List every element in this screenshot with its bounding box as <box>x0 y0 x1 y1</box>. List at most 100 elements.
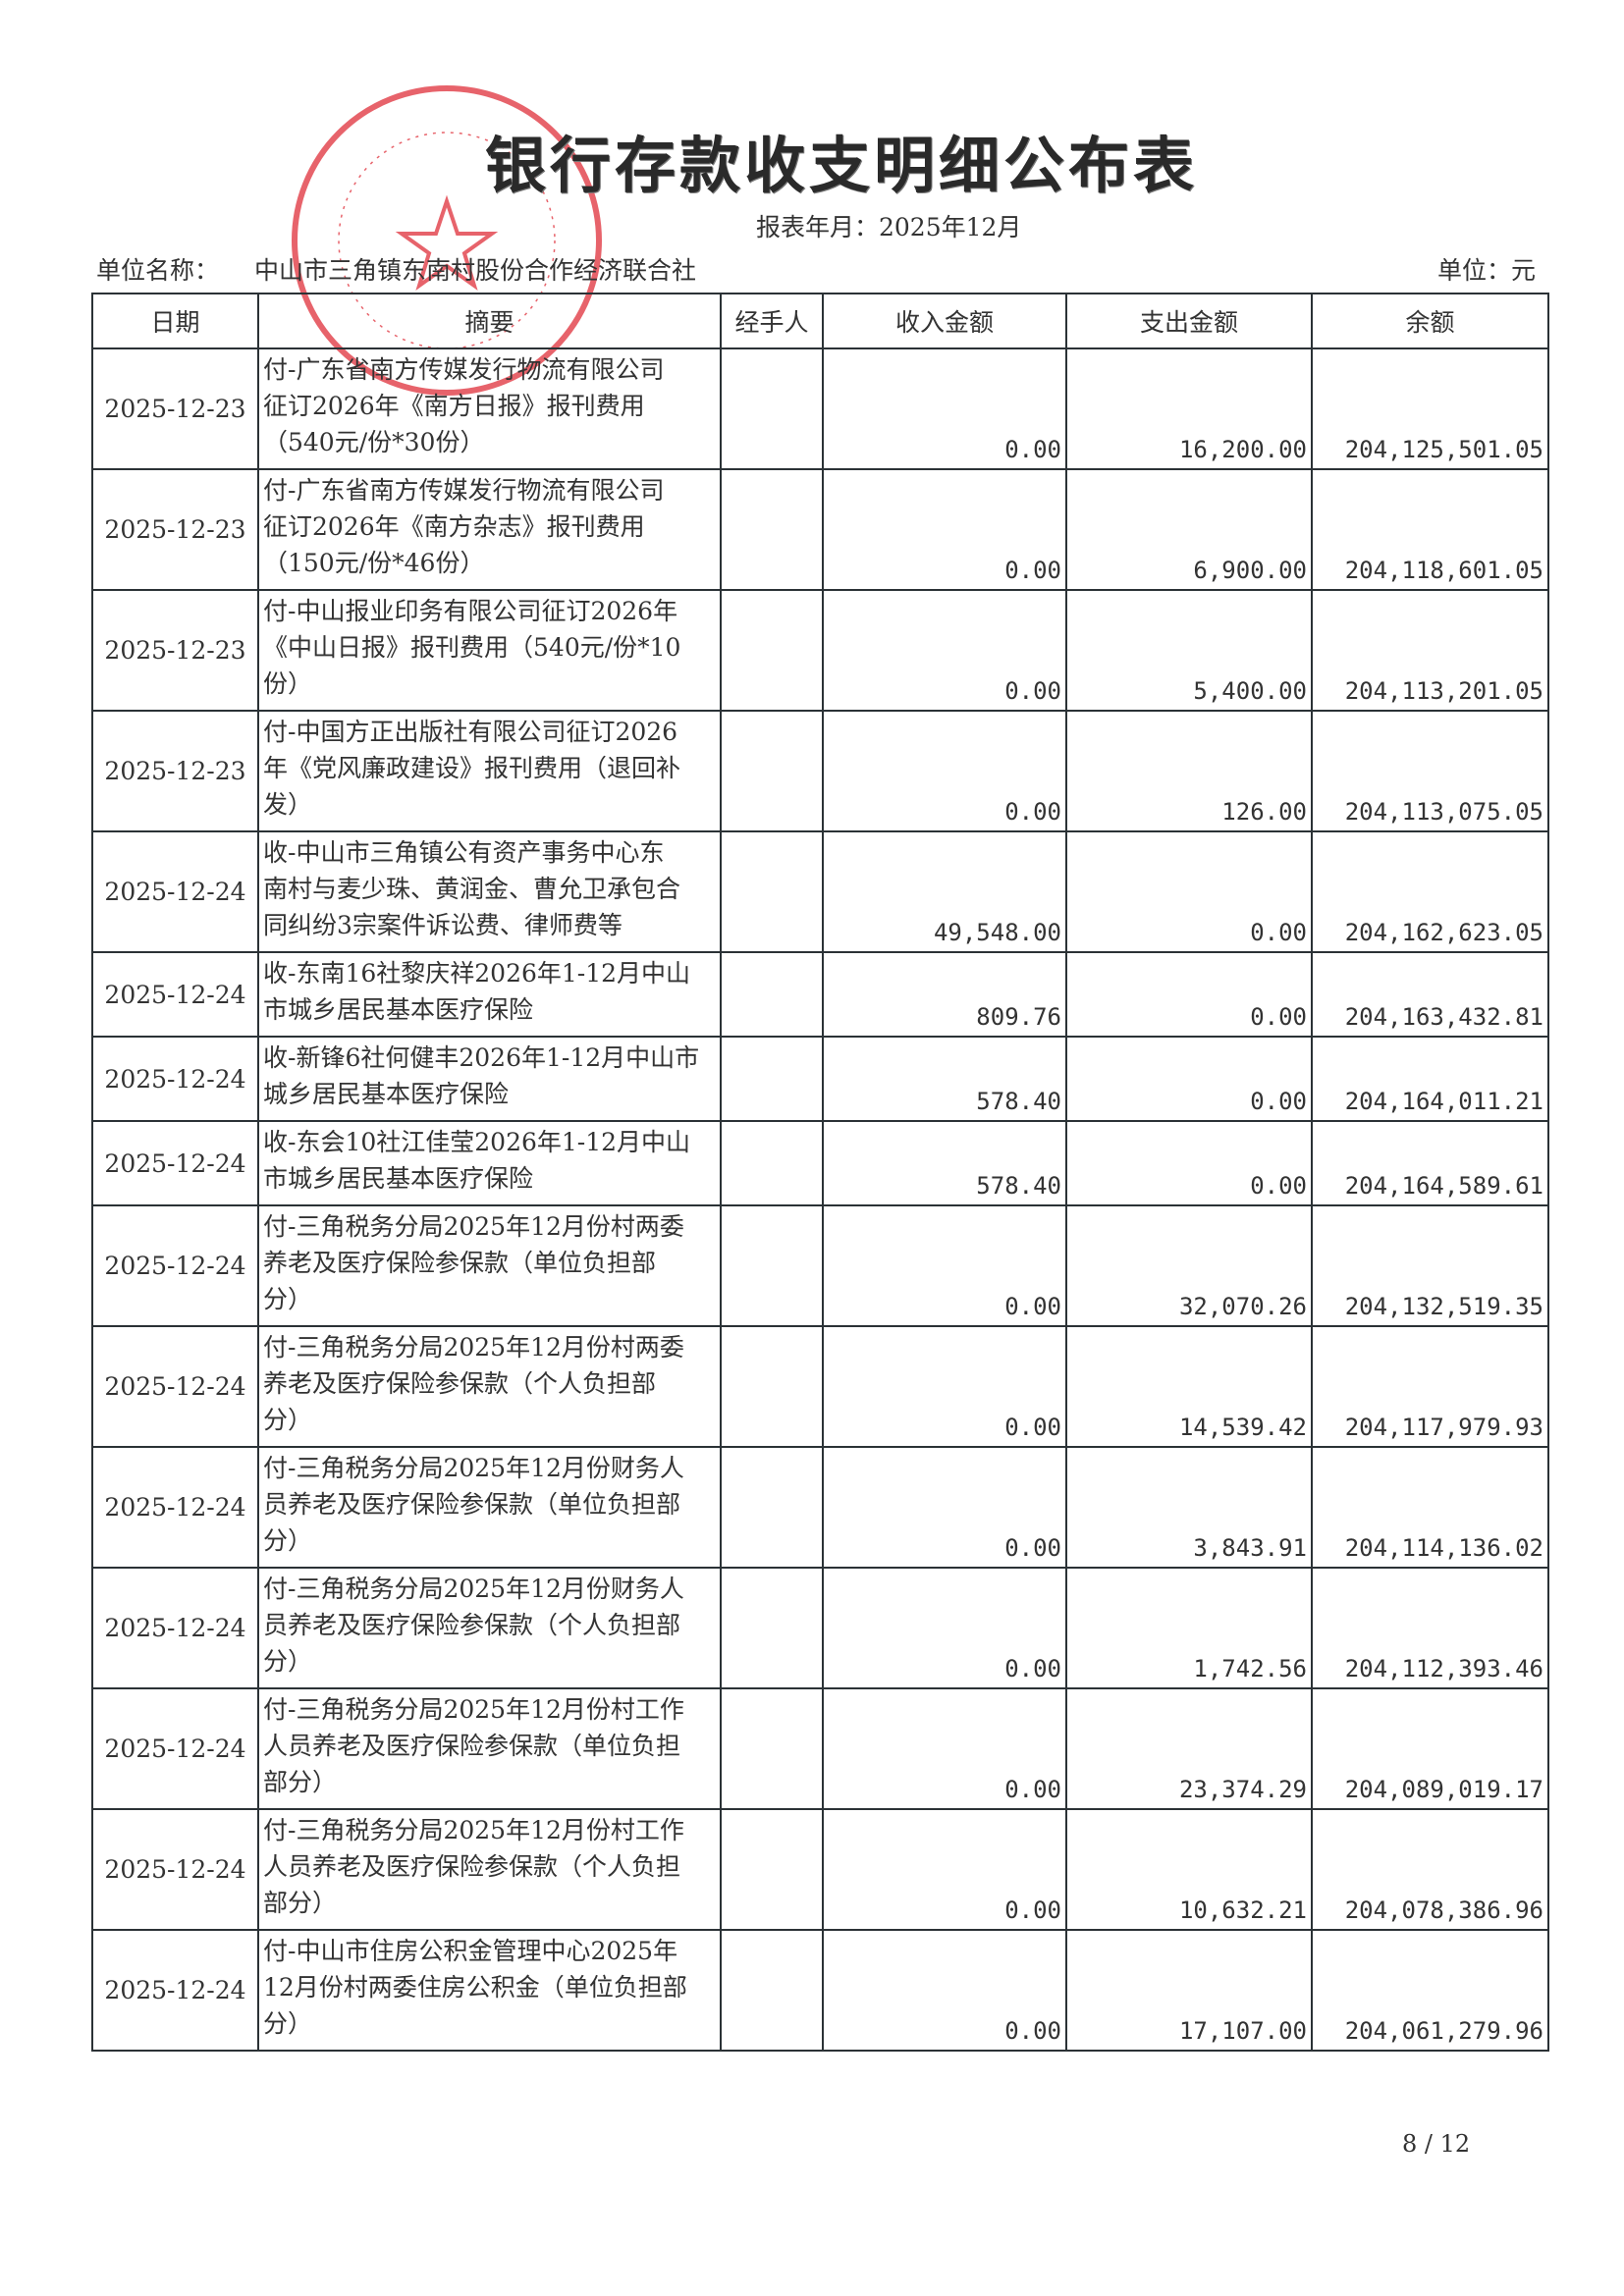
summary-line: 收-中山市三角镇公有资产事务中心东 <box>263 838 665 867</box>
cell-summary: 收-东会10社江佳莹2026年1-12月中山 市城乡居民基本医疗保险 <box>257 1120 722 1206</box>
table-header-row: 日期 摘要 经手人 收入金额 支出金额 余额 <box>91 293 1549 349</box>
cell-summary: 付-三角税务分局2025年12月份村工作 人员养老及医疗保险参保款（个人负担 部分） <box>257 1808 722 1931</box>
cell-income: 0.00 <box>822 1808 1067 1931</box>
cell-date: 2025-12-23 <box>91 589 259 712</box>
cell-handler <box>720 1687 824 1810</box>
cell-handler <box>720 1929 824 2052</box>
col-header-income: 收入金额 <box>822 293 1067 349</box>
summary-line: 付-三角税务分局2025年12月份财务人 <box>263 1575 684 1603</box>
cell-expense: 14,539.42 <box>1065 1325 1313 1448</box>
cell-expense: 1,742.56 <box>1065 1567 1313 1689</box>
summary-line: 年《党风廉政建设》报刊费用（退回补 <box>263 754 681 782</box>
summary-line: 分） <box>263 1285 313 1313</box>
summary-line: 城乡居民基本医疗保险 <box>263 1080 510 1108</box>
cell-balance: 204,078,386.96 <box>1311 1808 1549 1931</box>
col-header-balance: 余额 <box>1311 293 1549 349</box>
cell-handler <box>720 468 824 591</box>
cell-expense: 17,107.00 <box>1065 1929 1313 2052</box>
table-row: 2025-12-24 付-三角税务分局2025年12月份村工作 人员养老及医疗保险参… <box>91 1687 1549 1810</box>
summary-line: 人员养老及医疗保险参保款（个人负担 <box>263 1852 681 1881</box>
summary-line: 南村与麦少珠、黄润金、曹允卫承包合 <box>263 875 681 903</box>
summary-line: 征订2026年《南方杂志》报刊费用 <box>263 512 645 541</box>
summary-line: （150元/份*46份） <box>263 549 485 577</box>
summary-line: 付-三角税务分局2025年12月份村工作 <box>263 1695 684 1724</box>
cell-expense: 0.00 <box>1065 1036 1313 1122</box>
cell-balance: 204,112,393.46 <box>1311 1567 1549 1689</box>
table-row: 2025-12-23 付-广东省南方传媒发行物流有限公司 征订2026年《南方日报》… <box>91 347 1549 470</box>
cell-income: 0.00 <box>822 468 1067 591</box>
summary-line: 付-中山报业印务有限公司征订2026年 <box>263 597 678 625</box>
cell-balance: 204,163,432.81 <box>1311 951 1549 1038</box>
cell-expense: 0.00 <box>1065 951 1313 1038</box>
summary-line: 市城乡居民基本医疗保险 <box>263 995 534 1024</box>
summary-line: 份） <box>263 669 313 698</box>
cell-date: 2025-12-24 <box>91 1687 259 1810</box>
cell-expense: 0.00 <box>1065 1120 1313 1206</box>
summary-line: 收-新锋6社何健丰2026年1-12月中山市 <box>263 1043 700 1072</box>
cell-handler <box>720 951 824 1038</box>
cell-expense: 16,200.00 <box>1065 347 1313 470</box>
summary-line: 部分） <box>263 1889 338 1917</box>
summary-line: 部分） <box>263 1768 338 1796</box>
summary-line: 养老及医疗保险参保款（个人负担部 <box>263 1369 657 1398</box>
summary-line: 分） <box>263 1647 313 1676</box>
table-row: 2025-12-24 付-三角税务分局2025年12月份财务人 员养老及医疗保险参保… <box>91 1567 1549 1689</box>
cell-summary: 付-三角税务分局2025年12月份村两委 养老及医疗保险参保款（单位负担部 分） <box>257 1204 722 1327</box>
cell-date: 2025-12-24 <box>91 1120 259 1206</box>
summary-line: 分） <box>263 1406 313 1434</box>
cell-summary: 付-中山报业印务有限公司征订2026年 《中山日报》报刊费用（540元/份*10 份… <box>257 589 722 712</box>
cell-balance: 204,162,623.05 <box>1311 830 1549 953</box>
summary-line: 分） <box>263 1526 313 1555</box>
col-header-summary: 摘要 <box>257 293 722 349</box>
cell-handler <box>720 1446 824 1569</box>
summary-line: 市城乡居民基本医疗保险 <box>263 1164 534 1193</box>
cell-expense: 23,374.29 <box>1065 1687 1313 1810</box>
summary-line: 付-三角税务分局2025年12月份财务人 <box>263 1454 684 1482</box>
cell-date: 2025-12-24 <box>91 1929 259 2052</box>
cell-summary: 收-新锋6社何健丰2026年1-12月中山市 城乡居民基本医疗保险 <box>257 1036 722 1122</box>
cell-balance: 204,132,519.35 <box>1311 1204 1549 1327</box>
cell-date: 2025-12-23 <box>91 468 259 591</box>
organization-label: 单位名称： <box>96 256 220 285</box>
cell-balance: 204,114,136.02 <box>1311 1446 1549 1569</box>
cell-summary: 付-广东省南方传媒发行物流有限公司 征订2026年《南方杂志》报刊费用 （150元/… <box>257 468 722 591</box>
summary-line: 付-广东省南方传媒发行物流有限公司 <box>263 476 665 505</box>
cell-handler <box>720 1567 824 1689</box>
table-row: 2025-12-24 付-三角税务分局2025年12月份村两委 养老及医疗保险参保款… <box>91 1204 1549 1327</box>
summary-line: （540元/份*30份） <box>263 428 485 456</box>
cell-summary: 付-三角税务分局2025年12月份财务人 员养老及医疗保险参保款（单位负担部 分） <box>257 1446 722 1569</box>
page-number: 8 / 12 <box>1402 2130 1471 2158</box>
ledger-table: 日期 摘要 经手人 收入金额 支出金额 余额 2025-12-23 付-广东省南方… <box>91 293 1549 2052</box>
summary-line: 员养老及医疗保险参保款（单位负担部 <box>263 1490 681 1519</box>
organization-name: 中山市三角镇东南村股份合作经济联合社 <box>254 256 697 285</box>
cell-handler <box>720 1808 824 1931</box>
col-header-expense: 支出金额 <box>1065 293 1313 349</box>
summary-line: 付-三角税务分局2025年12月份村工作 <box>263 1816 684 1844</box>
cell-summary: 付-三角税务分局2025年12月份财务人 员养老及医疗保险参保款（个人负担部 分） <box>257 1567 722 1689</box>
summary-line: 员养老及医疗保险参保款（个人负担部 <box>263 1611 681 1639</box>
summary-line: 收-东会10社江佳莹2026年1-12月中山 <box>263 1128 691 1156</box>
cell-income: 0.00 <box>822 1929 1067 2052</box>
cell-date: 2025-12-24 <box>91 951 259 1038</box>
col-header-handler: 经手人 <box>720 293 824 349</box>
cell-balance: 204,164,011.21 <box>1311 1036 1549 1122</box>
cell-income: 578.40 <box>822 1036 1067 1122</box>
cell-balance: 204,061,279.96 <box>1311 1929 1549 2052</box>
summary-line: 付-中山市住房公积金管理中心2025年 <box>263 1937 678 1965</box>
summary-line: 《中山日报》报刊费用（540元/份*10 <box>263 633 681 662</box>
col-header-date: 日期 <box>91 293 259 349</box>
table-row: 2025-12-23 付-广东省南方传媒发行物流有限公司 征订2026年《南方杂志》… <box>91 468 1549 591</box>
table-row: 2025-12-24 付-三角税务分局2025年12月份村工作 人员养老及医疗保险参… <box>91 1808 1549 1931</box>
cell-expense: 10,632.21 <box>1065 1808 1313 1931</box>
summary-line: 12月份村两委住房公积金（单位负担部 <box>263 1973 687 2002</box>
summary-line: 人员养老及医疗保险参保款（单位负担 <box>263 1732 681 1760</box>
cell-balance: 204,113,075.05 <box>1311 710 1549 832</box>
cell-date: 2025-12-24 <box>91 1567 259 1689</box>
cell-handler <box>720 347 824 470</box>
summary-line: 分） <box>263 2009 313 2038</box>
cell-summary: 付-中国方正出版社有限公司征订2026 年《党风廉政建设》报刊费用（退回补 发） <box>257 710 722 832</box>
cell-date: 2025-12-23 <box>91 710 259 832</box>
cell-handler <box>720 1036 824 1122</box>
cell-expense: 6,900.00 <box>1065 468 1313 591</box>
cell-summary: 付-广东省南方传媒发行物流有限公司 征订2026年《南方日报》报刊费用 （540元/… <box>257 347 722 470</box>
